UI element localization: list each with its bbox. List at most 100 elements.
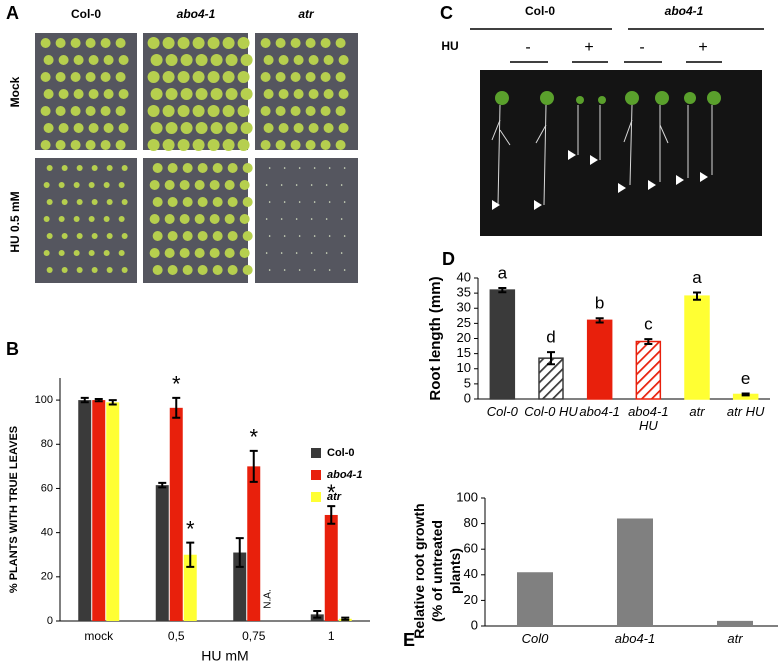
seedling [298,269,301,271]
seedling [165,54,178,66]
panel-letter: A [6,3,19,23]
seedling [73,250,80,256]
seedling [290,72,301,82]
seedling [76,267,83,273]
seedling [147,71,160,83]
seedling [73,182,80,188]
seedling [328,167,331,169]
seedling [118,216,125,222]
seedling [58,250,65,256]
seedling [88,123,99,133]
row-label: Mock [8,76,22,107]
error-bar [172,396,181,419]
seedling [106,233,113,239]
seedling [325,252,328,254]
significance-letter: c [644,315,653,334]
seedling [237,139,250,151]
seedling [263,89,274,99]
seedling [121,199,128,205]
seedling [295,218,298,220]
seedling [323,55,334,65]
seedling [182,265,193,275]
seedling [43,123,54,133]
seedling [115,106,126,116]
seedling [103,216,110,222]
seedling [225,122,238,134]
y-tick-label: 40 [41,527,53,539]
panel-letter: B [6,339,19,359]
seedling [103,182,110,188]
seedling [61,267,68,273]
seedling [73,123,84,133]
y-tick-label: 60 [41,482,53,494]
plate-photos [35,33,358,283]
seedling [237,71,250,83]
bar [183,554,197,621]
seedling [313,235,316,237]
significance-letter: e [741,369,750,388]
seedling [73,89,84,99]
seedling [265,218,268,220]
y-axis-label: Root length (mm) [427,276,444,400]
seedling [335,140,346,150]
error-bar [313,610,322,619]
y-tick-label: 30 [457,300,471,315]
seedling [73,55,84,65]
seedling [115,72,126,82]
y-tick-label: 100 [35,394,53,406]
column-label: Col-0 [71,7,101,21]
seedling [268,235,271,237]
seedling [85,140,96,150]
bar [586,319,613,400]
error-bar [595,317,604,324]
seedling [283,235,286,237]
y-tick-label: 0 [47,615,53,627]
seedling [70,106,81,116]
seedling [323,89,334,99]
y-tick-label: 100 [456,489,478,504]
seedling [260,140,271,150]
seedling [179,248,190,258]
seedling [310,184,313,186]
error-bar [644,338,653,345]
seedling [227,197,238,207]
error-bar [108,399,117,406]
seedling [167,163,178,173]
column-label: atr [298,7,315,21]
seedling [40,106,51,116]
seedling [88,216,95,222]
error-bar [249,449,258,483]
panel-letter: D [442,249,455,269]
seedling [308,55,319,65]
seedling [46,233,53,239]
x-tick-label: atr [689,404,705,419]
seedling [197,265,208,275]
panel-letter: E [403,630,415,650]
seedling [283,269,286,271]
x-tick-label: abo4-1 [614,631,656,646]
seedling [100,38,111,48]
seedling [192,37,205,49]
seedling [147,139,160,151]
seedling [335,72,346,82]
seedling [43,250,50,256]
seedling [239,214,250,224]
y-tick-label: 25 [457,315,471,330]
seedling [100,106,111,116]
seedling [106,267,113,273]
seedling [265,252,268,254]
seedling [212,265,223,275]
seedling [167,231,178,241]
panel-letter: C [440,3,453,23]
bar [155,485,169,621]
column-label: abo4-1 [177,7,216,21]
seedling [149,180,160,190]
seedling [182,231,193,241]
legend-swatch [311,470,321,480]
seedling [260,38,271,48]
seedling [61,165,68,171]
bar [247,466,261,621]
seedling [194,214,205,224]
seedling [177,71,190,83]
significance-letter: b [595,294,604,313]
